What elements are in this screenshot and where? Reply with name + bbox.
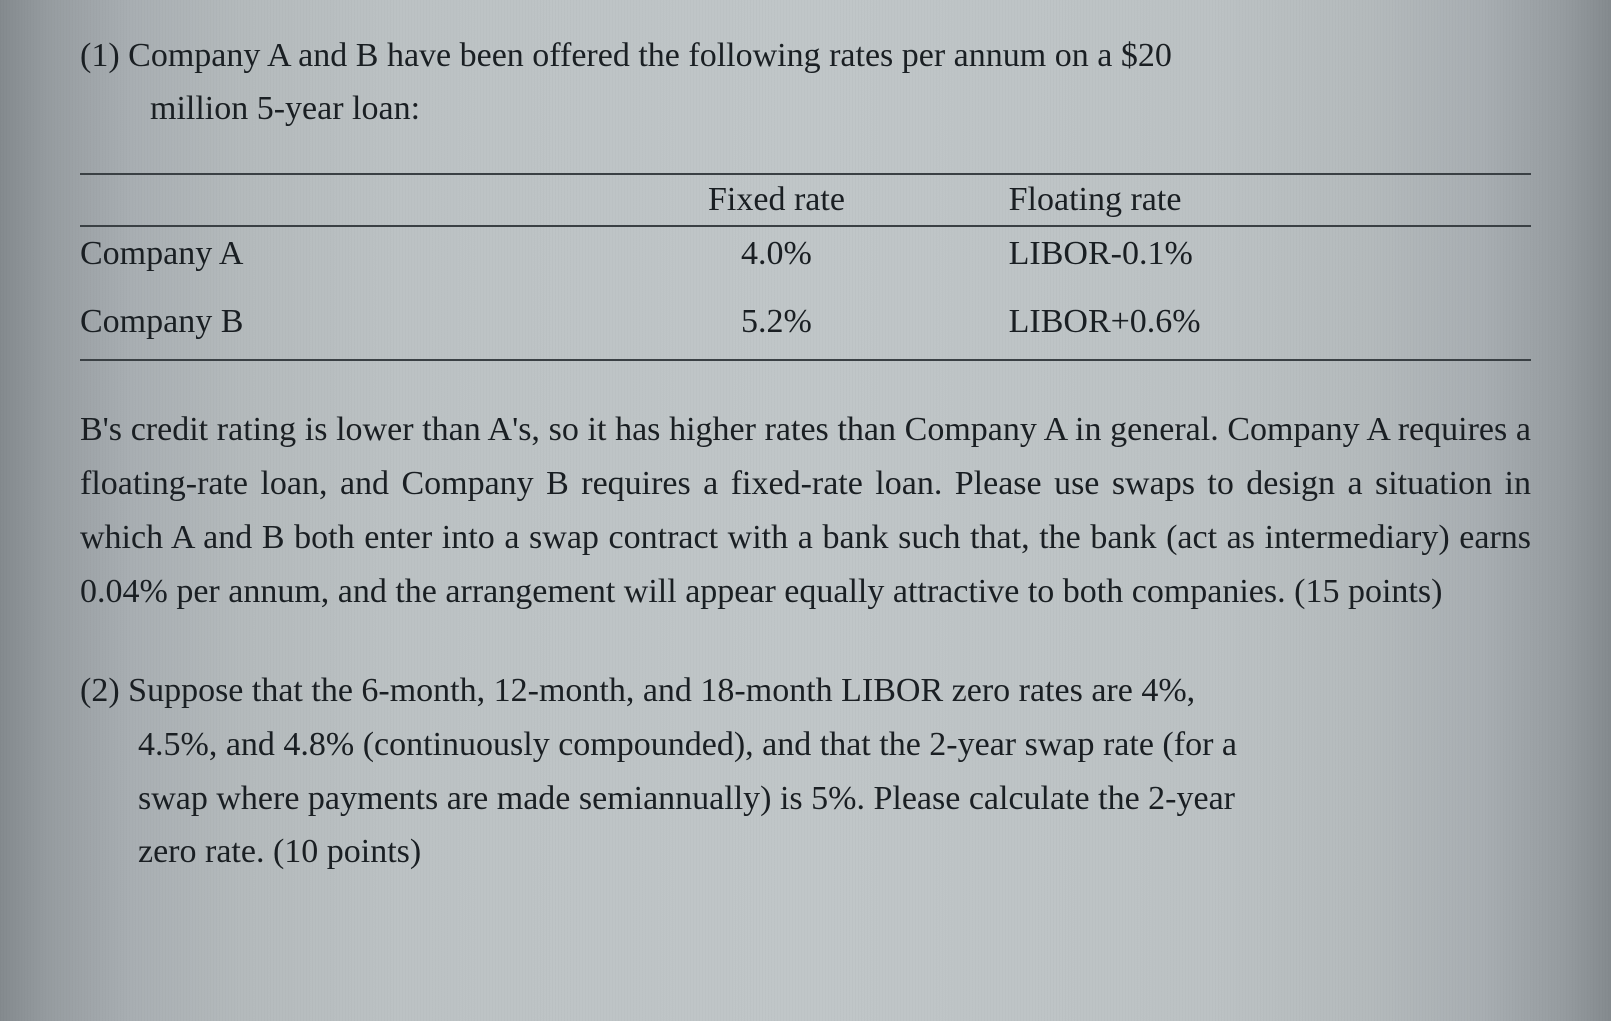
q2-line4: zero rate. (10 points)	[80, 825, 1531, 879]
q2-number: (2)	[80, 672, 120, 709]
question-1-intro: (1) Company A and B have been offered th…	[80, 30, 1531, 135]
table-row: Company B 5.2% LIBOR+0.6%	[80, 291, 1531, 360]
q2-line1: Suppose that the 6-month, 12-month, and …	[128, 672, 1195, 709]
question-1-body: B's credit rating is lower than A's, so …	[80, 403, 1531, 618]
table-cell-b-fixed: 5.2%	[544, 291, 1008, 360]
table-row: Company A 4.0% LIBOR-0.1%	[80, 226, 1531, 291]
q1-intro-text-1: Company A and B have been offered the fo…	[128, 37, 1172, 74]
table-cell-a-fixed: 4.0%	[544, 226, 1008, 291]
document-content: (1) Company A and B have been offered th…	[80, 30, 1531, 879]
table-cell-company-a: Company A	[80, 226, 544, 291]
q2-line2: 4.5%, and 4.8% (continuously compounded)…	[80, 718, 1531, 772]
q1-number: (1)	[80, 37, 120, 74]
question-2: (2) Suppose that the 6-month, 12-month, …	[80, 664, 1531, 879]
table-cell-b-floating: LIBOR+0.6%	[1009, 291, 1531, 360]
table-header-floating: Floating rate	[1009, 174, 1531, 226]
rates-table: Fixed rate Floating rate Company A 4.0% …	[80, 173, 1531, 361]
table-header-blank	[80, 174, 544, 226]
table-header-fixed: Fixed rate	[544, 174, 1008, 226]
q2-line3: swap where payments are made semiannuall…	[80, 772, 1531, 826]
table-cell-company-b: Company B	[80, 291, 544, 360]
q1-intro-text-2: million 5-year loan:	[98, 83, 1531, 136]
table-cell-a-floating: LIBOR-0.1%	[1009, 226, 1531, 291]
table-header-row: Fixed rate Floating rate	[80, 174, 1531, 226]
